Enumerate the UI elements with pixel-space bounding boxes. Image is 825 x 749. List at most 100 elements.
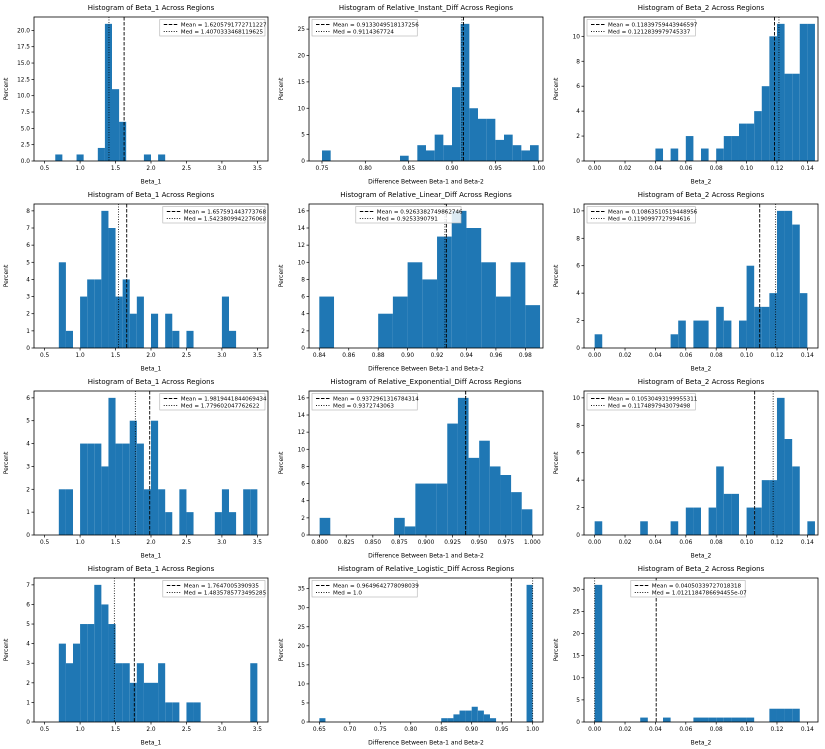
x-tick-label: 0.02 xyxy=(619,540,632,546)
x-tick-label: 0.02 xyxy=(619,166,632,172)
histogram-bar xyxy=(731,717,739,722)
histogram-bar xyxy=(158,154,166,161)
x-axis-label: Difference Between Beta-1 and Beta-2 xyxy=(368,366,484,373)
y-tick-label: 0 xyxy=(26,346,30,352)
histogram-bar xyxy=(731,136,739,161)
histogram-bar xyxy=(469,108,478,161)
legend-mean-label: Mean = 1.657591443773768 xyxy=(184,210,267,216)
x-tick-label: 0.00 xyxy=(588,727,601,733)
x-tick-label: 1.5 xyxy=(111,353,121,359)
legend-box xyxy=(159,393,266,411)
x-tick-label: 2.5 xyxy=(182,353,192,359)
legend-box xyxy=(355,206,462,224)
legend-median-label: Med = 0.9114367724 xyxy=(333,30,394,36)
histogram-bar xyxy=(481,262,496,348)
histogram-bar xyxy=(151,313,159,348)
legend-box xyxy=(162,206,266,224)
histogram-bar xyxy=(754,507,762,535)
x-tick-label: 0.80 xyxy=(404,727,417,733)
histogram-bar xyxy=(129,313,137,348)
histogram-bar xyxy=(693,717,701,722)
histogram-bar xyxy=(530,145,539,161)
histogram-bar xyxy=(701,717,709,722)
legend-median-label: Med = 1.5423809942276068 xyxy=(184,217,267,223)
y-tick-label: 6 xyxy=(301,295,305,301)
histogram-bar xyxy=(129,420,137,535)
x-tick-label: 2.5 xyxy=(182,540,192,546)
y-tick-label: 5 xyxy=(26,260,30,266)
histogram-bar xyxy=(483,714,490,722)
histogram-relative-instant-diff: 0.75 0.80 0.85 0.90 0.95 1.00 0 5 10 15 20 25 Mean =… xyxy=(275,0,550,187)
histogram-bar xyxy=(594,334,603,348)
histogram-bar xyxy=(761,480,770,535)
y-tick-label: 12.5 xyxy=(17,77,30,83)
x-tick-label: 3.5 xyxy=(253,727,263,733)
y-tick-label: 5 xyxy=(26,622,30,628)
y-tick-label: 10 xyxy=(298,106,306,112)
legend-box xyxy=(586,393,696,411)
y-tick-label: 0 xyxy=(26,720,30,726)
y-tick-label: 4 xyxy=(576,109,580,115)
y-tick-label: 10 xyxy=(573,34,581,40)
histogram-bar xyxy=(179,489,187,535)
chart-title: Histogram of Beta_2 Across Regions xyxy=(638,565,765,573)
histogram-bar xyxy=(738,320,747,348)
histogram-bar xyxy=(400,155,409,161)
histogram-bar xyxy=(708,717,717,722)
y-axis-label: Percent xyxy=(278,451,285,474)
x-tick-label: 0.95 xyxy=(496,727,509,733)
histogram-bar xyxy=(776,210,785,348)
histogram-bar xyxy=(172,702,180,722)
histogram-bar xyxy=(477,710,484,722)
x-axis-label: Beta_1 xyxy=(141,553,162,560)
histogram-bar xyxy=(165,313,173,348)
x-axis-label: Difference Between Beta-1 and Beta-2 xyxy=(368,740,484,747)
y-tick-label: 0 xyxy=(576,159,580,165)
y-tick-label: 17.5 xyxy=(17,45,30,51)
x-tick-label: 0.5 xyxy=(40,353,50,359)
x-tick-label: 1.5 xyxy=(111,166,121,172)
y-axis-label: Percent xyxy=(553,77,560,100)
x-tick-label: 3.5 xyxy=(253,166,263,172)
x-tick-label: 2.5 xyxy=(182,727,192,733)
y-tick-label: 15.0 xyxy=(17,61,30,67)
histogram-bar xyxy=(489,718,497,722)
histogram-bar xyxy=(746,265,755,348)
histogram-bar xyxy=(799,293,808,348)
x-tick-label: 0.84 xyxy=(313,353,326,359)
x-tick-label: 1.5 xyxy=(111,540,121,546)
x-tick-label: 0.12 xyxy=(771,727,784,733)
axes-frame xyxy=(583,390,819,536)
histogram-bar xyxy=(746,717,755,722)
chart-title: Histogram of Beta_1 Across Regions xyxy=(88,191,215,199)
y-tick-label: 0 xyxy=(26,533,30,539)
histogram-bar xyxy=(112,89,120,161)
legend-median-label: Med = 1.4070333468119625 xyxy=(181,30,264,36)
legend-mean-label: Mean = 0.10530493199955311 xyxy=(608,397,698,403)
histogram-bar xyxy=(640,521,648,535)
x-tick-label: 3.5 xyxy=(253,353,263,359)
histogram-bar xyxy=(243,489,251,535)
histogram-bar xyxy=(65,330,73,348)
y-tick-label: 0 xyxy=(301,720,305,726)
legend-box xyxy=(586,206,696,224)
x-tick-label: 0.875 xyxy=(391,540,408,546)
x-tick-label: 0.10 xyxy=(740,540,753,546)
chart-title: Histogram of Beta_1 Across Regions xyxy=(88,565,215,573)
histogram-bar xyxy=(158,663,166,722)
histogram-bar xyxy=(738,123,747,161)
histogram-bar xyxy=(101,604,109,722)
y-tick-label: 6 xyxy=(26,243,30,249)
histogram-bar xyxy=(716,306,724,348)
x-tick-label: 3.0 xyxy=(217,353,227,359)
y-tick-label: 8 xyxy=(26,209,30,215)
x-tick-label: 2.0 xyxy=(146,727,156,733)
histogram-bar xyxy=(426,483,437,535)
histogram-bar xyxy=(437,236,452,348)
x-axis-label: Difference Between Beta-1 and Beta-2 xyxy=(368,179,484,186)
legend-box xyxy=(630,580,746,598)
histogram-bar xyxy=(115,443,123,535)
y-tick-label: 8 xyxy=(576,423,580,429)
legend-median-label: Med = 0.1190997727994616 xyxy=(608,217,691,223)
x-tick-label: 0.14 xyxy=(801,727,814,733)
